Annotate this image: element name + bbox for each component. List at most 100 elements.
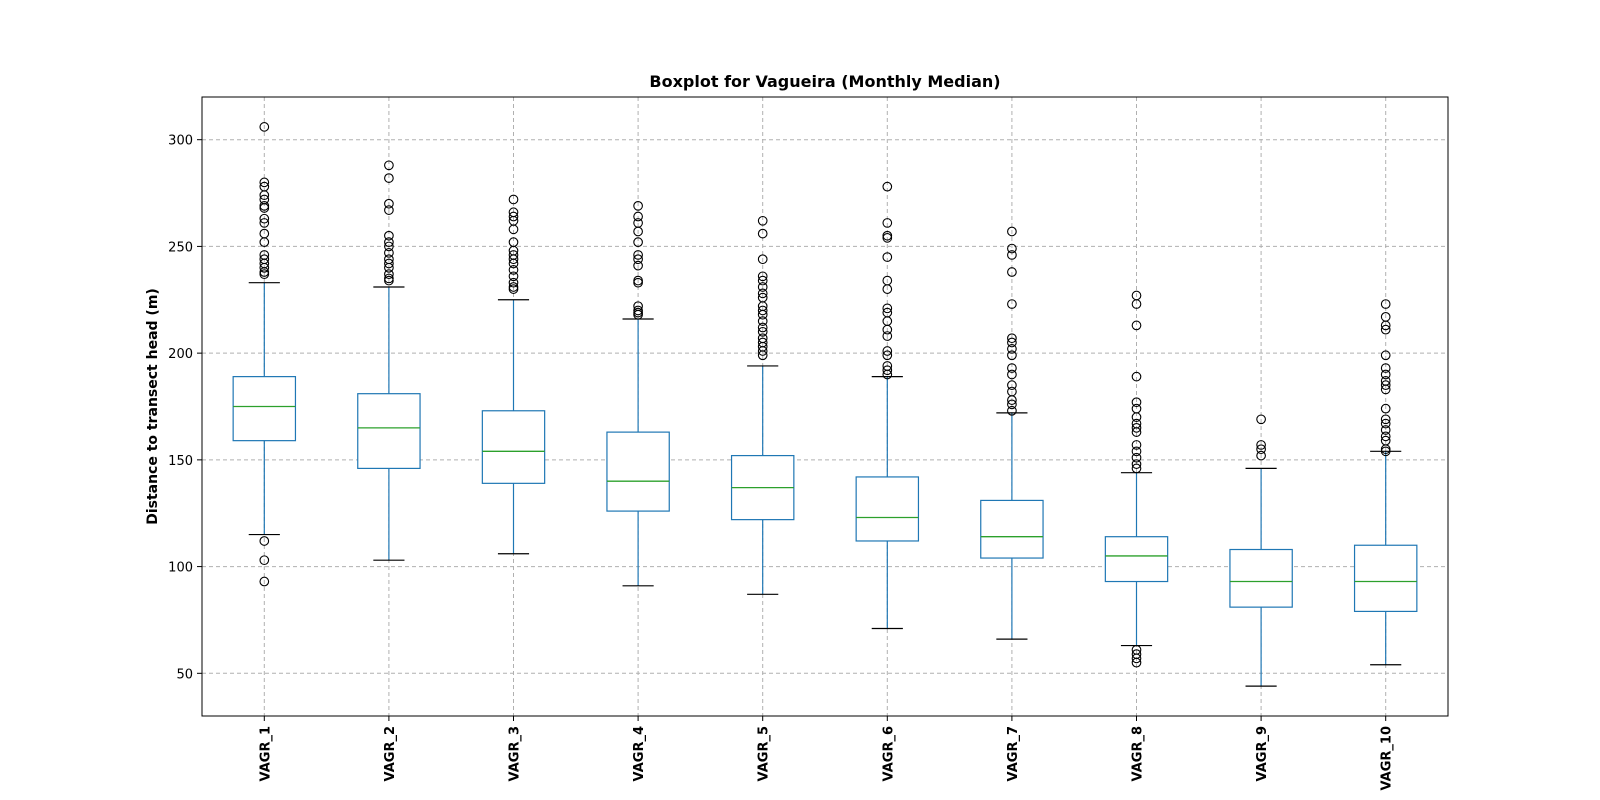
iqr-box bbox=[855, 476, 920, 542]
outlier-point bbox=[508, 224, 519, 235]
outlier-point bbox=[757, 288, 768, 299]
outlier-point bbox=[1380, 418, 1391, 429]
outlier-point bbox=[259, 190, 270, 201]
x-tick-label: VAGR_4 bbox=[632, 726, 647, 781]
outlier-point bbox=[1380, 425, 1391, 435]
iqr-box bbox=[481, 410, 546, 484]
outlier-point bbox=[757, 305, 768, 316]
outlier-point bbox=[1380, 350, 1391, 361]
outlier-point bbox=[1007, 267, 1017, 277]
outlier-point bbox=[1380, 320, 1391, 331]
outlier-point bbox=[1256, 414, 1266, 425]
outlier-point bbox=[384, 275, 394, 286]
outlier-point bbox=[882, 252, 893, 262]
outlier-point bbox=[1131, 463, 1142, 474]
outlier-point bbox=[1380, 446, 1391, 457]
outlier-point bbox=[384, 258, 394, 269]
outlier-point bbox=[508, 277, 519, 288]
iqr-box bbox=[357, 393, 421, 470]
outlier-point bbox=[384, 241, 394, 252]
outlier-point bbox=[1131, 412, 1142, 423]
outlier-point bbox=[1380, 299, 1391, 309]
y-axis: 50 100 150 200 250 300 bbox=[168, 134, 202, 682]
box-group bbox=[980, 226, 1044, 640]
outlier-point bbox=[508, 194, 519, 205]
y-tick-label: 50 bbox=[176, 667, 193, 682]
box-group bbox=[357, 160, 421, 561]
box-group bbox=[232, 122, 297, 587]
outlier-point bbox=[882, 303, 893, 314]
outlier-point bbox=[1007, 380, 1017, 391]
outlier-point bbox=[259, 237, 270, 247]
outlier-point bbox=[757, 322, 768, 333]
box-group bbox=[481, 194, 546, 555]
outlier-point bbox=[259, 177, 270, 188]
outlier-point bbox=[1380, 414, 1391, 425]
outlier-point bbox=[1380, 380, 1391, 391]
outlier-point bbox=[1007, 226, 1017, 237]
outlier-point bbox=[259, 218, 270, 228]
outlier-point bbox=[1131, 657, 1142, 668]
outlier-point bbox=[633, 309, 643, 320]
outlier-point bbox=[259, 203, 270, 213]
outlier-point bbox=[633, 260, 643, 271]
outlier-point bbox=[757, 346, 768, 356]
outlier-point bbox=[508, 254, 519, 265]
outlier-point bbox=[882, 365, 893, 376]
outlier-point bbox=[1256, 444, 1266, 455]
x-tick-label: VAGR_3 bbox=[508, 726, 523, 781]
outlier-point bbox=[1131, 427, 1142, 437]
outlier-point bbox=[1007, 363, 1017, 373]
y-tick-label: 300 bbox=[168, 134, 193, 149]
y-axis-title: Distance to transect head (m) bbox=[145, 288, 161, 525]
outlier-point bbox=[259, 262, 270, 273]
outlier-point bbox=[882, 324, 893, 335]
outlier-point bbox=[882, 331, 893, 341]
iqr-box bbox=[1353, 544, 1418, 613]
box-group bbox=[1229, 414, 1293, 687]
outlier-point bbox=[1380, 369, 1391, 380]
outlier-point bbox=[1256, 440, 1266, 450]
outlier-point bbox=[508, 258, 519, 269]
outlier-point bbox=[384, 237, 394, 247]
outlier-point bbox=[1380, 324, 1391, 335]
outlier-point bbox=[1131, 459, 1142, 469]
outlier-point bbox=[633, 211, 643, 222]
outlier-point bbox=[1131, 397, 1142, 408]
plot-frame bbox=[201, 96, 1449, 717]
outlier-point bbox=[1380, 431, 1391, 442]
y-tick-label: 250 bbox=[168, 240, 193, 255]
outlier-point bbox=[757, 350, 768, 361]
outlier-point bbox=[633, 250, 643, 260]
outlier-point bbox=[1131, 371, 1142, 382]
outlier-point bbox=[1131, 440, 1142, 450]
outlier-point bbox=[1380, 384, 1391, 395]
outlier-point bbox=[1131, 320, 1142, 331]
outlier-point bbox=[633, 277, 643, 288]
x-tick-label: VAGR_9 bbox=[1255, 726, 1270, 781]
box-group bbox=[1104, 290, 1169, 668]
outlier-point bbox=[1007, 333, 1017, 344]
y-tick-label: 200 bbox=[168, 347, 193, 362]
outlier-point bbox=[259, 269, 270, 280]
outlier-point bbox=[882, 346, 893, 356]
x-tick-label: VAGR_8 bbox=[1131, 726, 1146, 781]
outlier-point bbox=[259, 555, 270, 566]
outlier-point bbox=[882, 181, 893, 192]
outlier-point bbox=[384, 269, 394, 280]
outlier-point bbox=[882, 350, 893, 361]
outlier-point bbox=[633, 254, 643, 265]
outlier-point bbox=[1007, 299, 1017, 309]
outlier-point bbox=[757, 316, 768, 326]
outlier-point bbox=[1007, 250, 1017, 260]
outlier-point bbox=[757, 254, 768, 265]
outlier-point bbox=[633, 201, 643, 211]
outlier-point bbox=[757, 275, 768, 286]
outlier-point bbox=[384, 198, 394, 209]
outlier-point bbox=[1131, 446, 1142, 457]
outlier-point bbox=[882, 218, 893, 228]
x-tick-label: VAGR_1 bbox=[258, 726, 273, 781]
outlier-point bbox=[633, 237, 643, 247]
outlier-point bbox=[1007, 399, 1017, 410]
